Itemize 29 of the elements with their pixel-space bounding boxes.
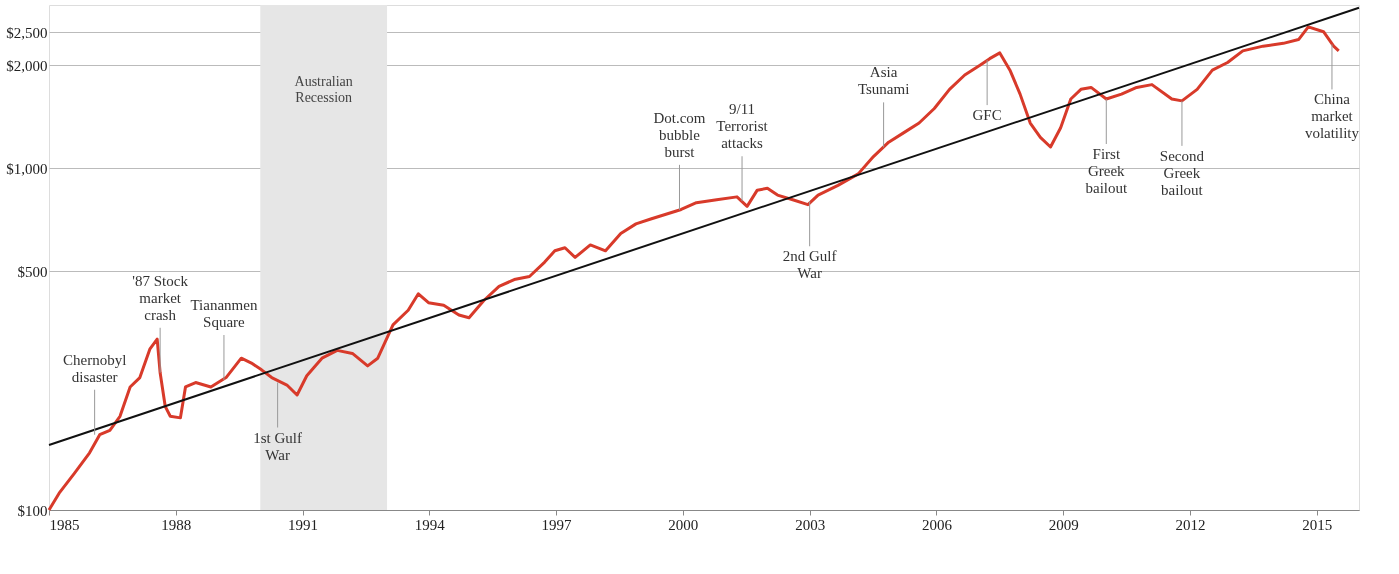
annotation: China market volatility xyxy=(1304,91,1360,142)
y-tick-label: $500 xyxy=(17,263,48,280)
annotation: 1st Gulf War xyxy=(253,429,302,463)
band-label: Australian Recession xyxy=(294,74,353,105)
annotation: 9/11 Terrorist attacks xyxy=(716,101,769,152)
annotation: 2nd Gulf War xyxy=(782,248,837,282)
x-tick-label: 2000 xyxy=(668,516,699,533)
x-tick-label: 1985 xyxy=(49,516,80,533)
y-tick-label: $100 xyxy=(17,502,48,519)
annotation: Asia Tsunami xyxy=(857,64,910,98)
annotation: First Greek bailout xyxy=(1085,145,1128,196)
y-tick-label: $2,500 xyxy=(6,24,48,41)
y-tick-label: $1,000 xyxy=(6,160,48,177)
x-tick-label: 1991 xyxy=(288,516,319,533)
x-tick-label: 2009 xyxy=(1048,516,1079,533)
x-tick-label: 1997 xyxy=(541,516,573,533)
annotation: Chernobyl disaster xyxy=(62,351,127,385)
x-tick-label: 2006 xyxy=(921,516,953,533)
x-tick-label: 1988 xyxy=(161,516,192,533)
annotation: Second Greek bailout xyxy=(1159,147,1205,198)
annotation: GFC xyxy=(972,107,1002,124)
y-tick-label: $2,000 xyxy=(6,57,48,74)
annotation: Tiananmen Square xyxy=(190,297,258,331)
annotation: Dot.com bubble burst xyxy=(653,109,706,160)
x-tick-label: 1994 xyxy=(414,516,446,533)
x-tick-label: 2015 xyxy=(1302,516,1333,533)
x-tick-label: 2012 xyxy=(1175,516,1206,533)
annotation: '87 Stock market crash xyxy=(132,272,189,323)
x-tick-label: 2003 xyxy=(795,516,826,533)
